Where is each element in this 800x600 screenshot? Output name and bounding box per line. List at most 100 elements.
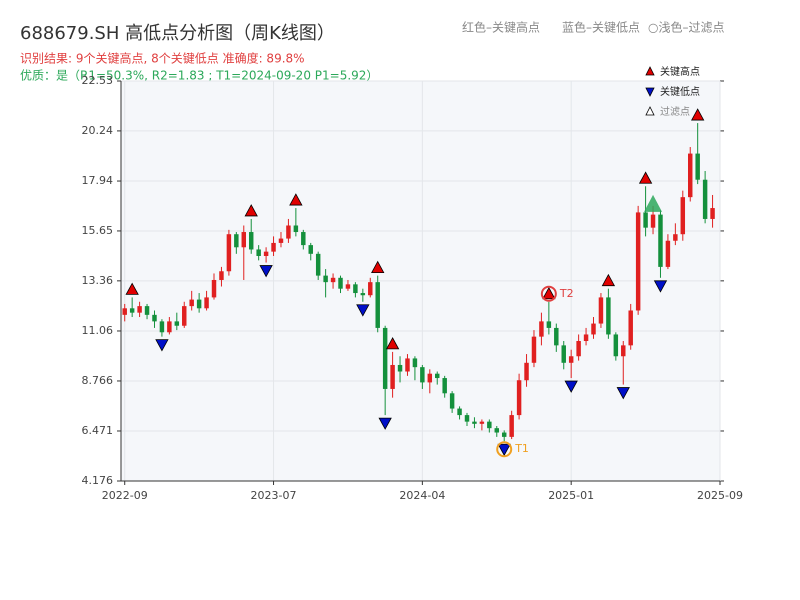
candle-body [248,232,254,250]
x-tick-label: 2025-01 [548,489,594,502]
candle-body [122,308,127,315]
key-low-marker [378,417,392,430]
candle-body [673,234,678,241]
filtered-marker [644,194,663,212]
y-tick-label: 20.24 [82,124,114,137]
y-tick-label: 11.06 [82,324,114,337]
annotation-label: T2 [559,287,574,300]
candle-body [144,306,150,315]
key-high-marker [691,108,705,121]
legend-label: 关键高点 [660,65,700,78]
key-low-marker [564,380,578,393]
candle-body [665,240,671,267]
candle-body [606,297,611,335]
y-tick-label: 22.53 [82,74,114,87]
legend-high-icon [645,66,655,76]
candle-body [576,340,581,357]
candle-body [182,306,187,326]
candle-body [353,284,358,294]
y-tick-label: 15.65 [82,224,114,237]
candle-body [129,308,135,313]
candle-body [546,321,552,328]
key-high-marker [638,171,653,184]
candle-body [338,277,343,289]
candle-body [516,380,522,416]
candle-body [293,225,299,233]
candle-body [501,432,507,437]
legend-low-icon [645,87,655,97]
candle-body [390,364,395,389]
candle-body [323,275,328,283]
candle-body [442,378,447,394]
candle-body [583,334,589,341]
candle-body [635,212,641,311]
key-low-marker [259,265,273,278]
y-tick-label: 6.471 [82,424,114,437]
candle-body [397,364,403,372]
candle-body [241,232,247,248]
candle-body [621,345,626,357]
key-high-marker [542,286,556,300]
y-tick-label: 17.94 [82,174,114,187]
candle-body [568,356,574,363]
x-tick-label: 2025-09 [697,489,743,502]
candle-body [196,299,202,309]
candle-body [360,293,366,296]
candle-body [472,421,477,424]
annotation-label: T1 [514,442,529,455]
key-low-marker [155,339,169,352]
candle-body [420,367,425,383]
candle-body [613,334,619,357]
candle-body [301,232,306,246]
x-tick-label: 2022-09 [102,489,148,502]
key-high-marker [125,282,139,295]
key-high-marker [289,193,303,206]
candle-body [531,336,537,363]
legend-label: 关键低点 [660,85,700,98]
candle-body [345,284,351,289]
y-tick-label: 13.36 [82,274,114,287]
candle-body [628,310,633,346]
candle-body [152,314,157,322]
candle-body [412,358,418,368]
candle-body [643,212,648,228]
candle-body [509,415,514,437]
candle-body [234,234,239,248]
key-high-marker [371,260,385,274]
candle-body [137,306,142,313]
legend-filtered-icon [645,106,655,116]
candle-body [524,362,529,381]
candle-body [159,321,165,333]
candle-body [405,358,410,372]
candle-body [330,277,336,283]
candle-body [650,214,656,228]
candle-body [167,321,172,333]
candle-body [278,238,284,243]
legend-label: 过滤点 [660,105,690,118]
candle-body [204,297,209,309]
key-low-marker [356,304,370,317]
annotation-circle [540,285,557,302]
candle-body [211,279,217,298]
candle-body [174,321,180,326]
candle-body [695,153,700,180]
key-high-marker [601,273,616,287]
candle-body [256,249,261,257]
candle-body [435,373,440,379]
quality-line: 优质：是（R1=50.3%, R2=1.83 ; T1=2024-09-20 P… [20,69,378,83]
candle-body [591,323,596,335]
candle-body [702,179,708,219]
candle-body [494,428,500,433]
candle-body [688,153,693,198]
candle-body [189,299,194,307]
annotation-circle [496,441,513,458]
candle-body [263,251,269,257]
candle-body [375,282,380,328]
candle-body [658,214,663,267]
candle-body [464,415,470,422]
candle-body [561,345,566,363]
top-legend: 蓝色–关键低点 [562,21,640,35]
candle-body [680,197,686,235]
key-low-marker [653,280,668,293]
